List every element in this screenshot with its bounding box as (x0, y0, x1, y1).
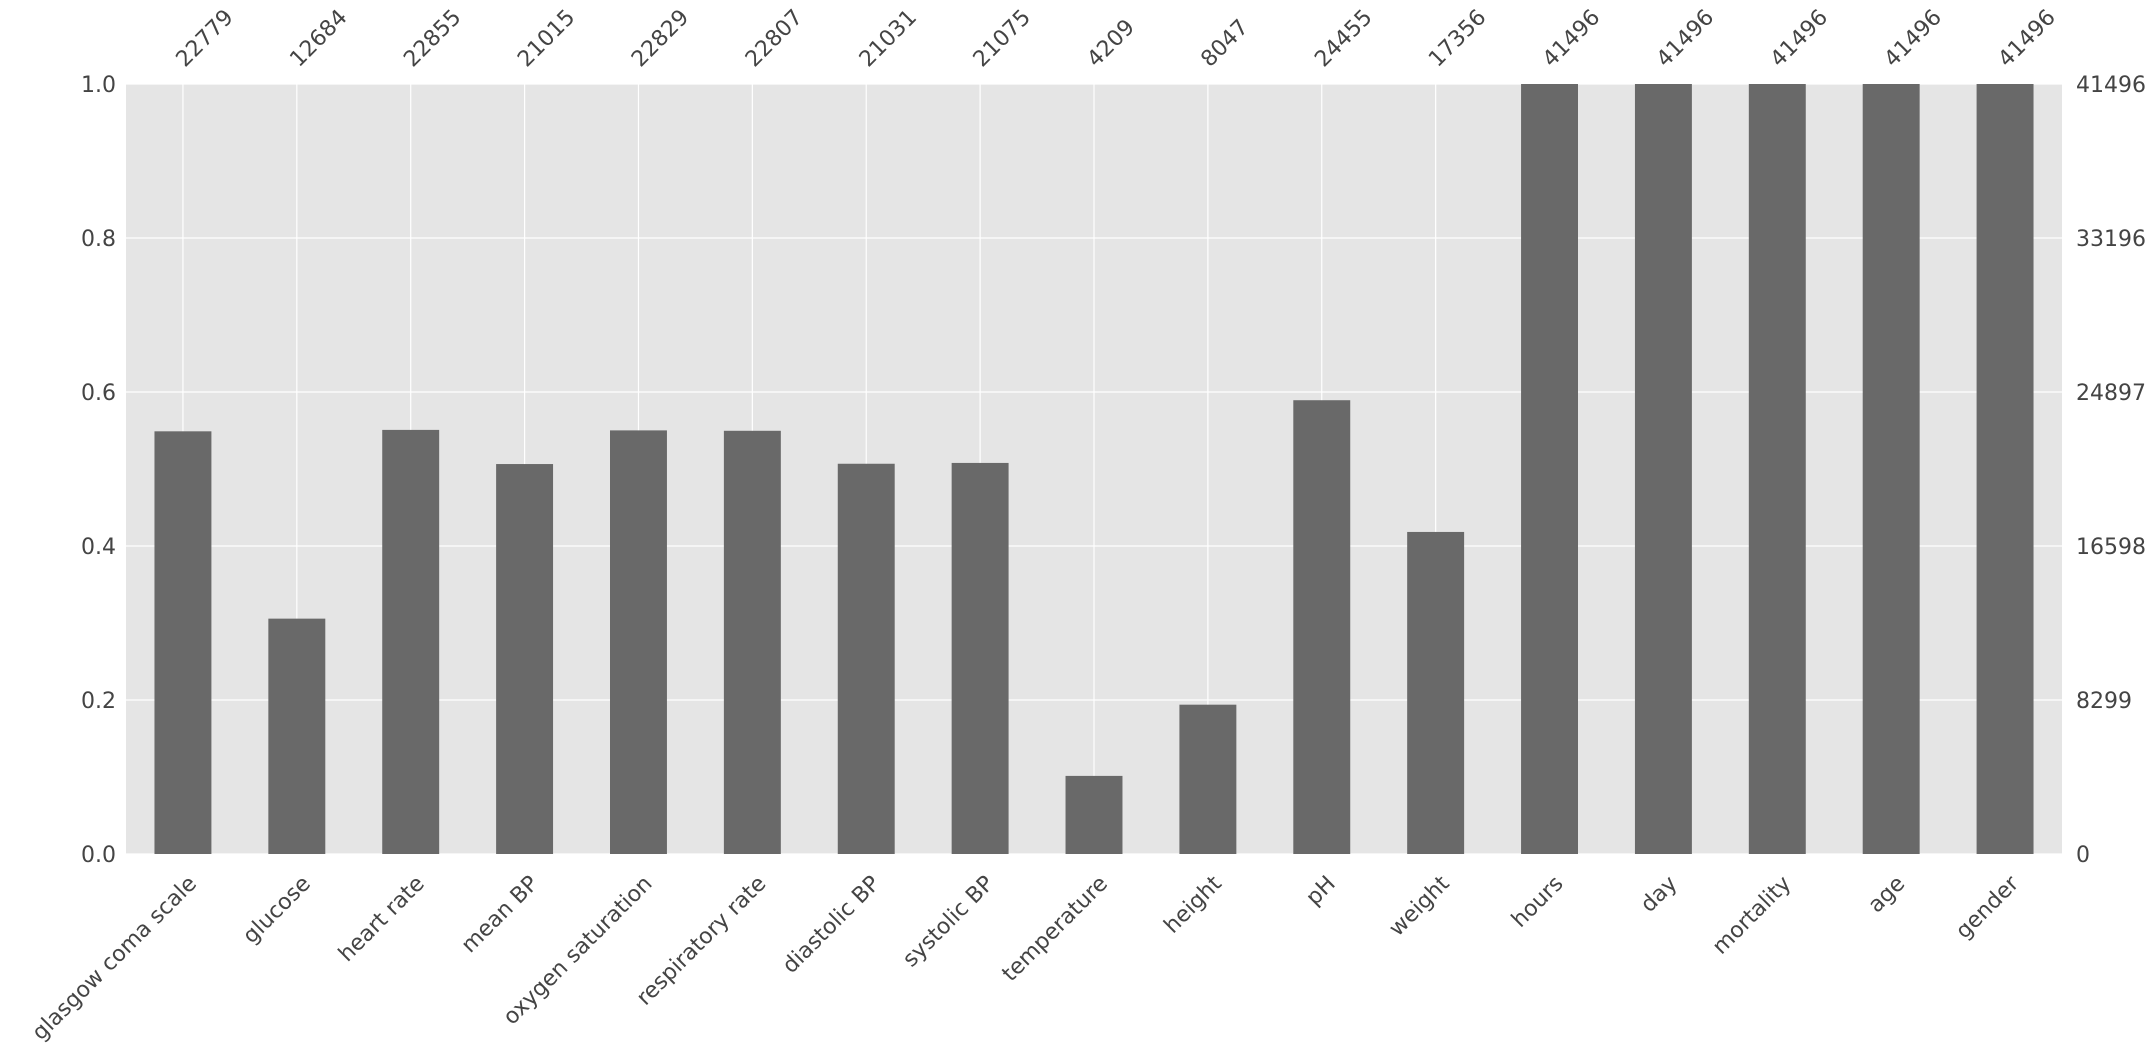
bar (1976, 84, 2034, 854)
x-axis-labels: glasgow coma scale glucose heart rate mean … (28, 871, 2025, 1046)
right-tick-label: 16598 (2076, 535, 2146, 560)
count-label: 41496 (1538, 5, 1605, 72)
count-label: 21015 (513, 5, 580, 72)
category-label: age (1864, 871, 1911, 918)
bar (1293, 400, 1351, 854)
count-label: 41496 (1880, 5, 1947, 72)
bars (154, 84, 2034, 854)
count-label: 22807 (741, 5, 808, 72)
left-axis: 0.0 0.2 0.4 0.6 0.8 1.0 (81, 73, 116, 868)
count-label: 41496 (1994, 5, 2061, 72)
left-tick-label: 0.0 (81, 843, 116, 868)
count-label: 8047 (1196, 15, 1253, 72)
right-tick-label: 0 (2076, 843, 2090, 868)
category-label: diastolic BP (778, 871, 885, 978)
category-label: glucose (238, 871, 315, 948)
category-label: day (1636, 871, 1682, 917)
bar (382, 429, 440, 854)
category-label: pH (1302, 871, 1341, 910)
bar (1634, 84, 1692, 854)
right-axis: 0 8299 16598 24897 33196 41496 (2076, 73, 2146, 868)
bar (1179, 704, 1237, 854)
right-tick-label: 33196 (2076, 227, 2146, 252)
category-label: mortality (1708, 871, 1796, 959)
bar (1521, 84, 1578, 854)
count-label: 21075 (969, 5, 1036, 72)
right-tick-label: 24897 (2076, 381, 2146, 406)
bar (1065, 775, 1123, 854)
count-label: 4209 (1083, 15, 1140, 72)
category-label: heart rate (334, 871, 430, 967)
right-tick-label: 8299 (2076, 689, 2132, 714)
right-tick-label: 41496 (2076, 73, 2146, 98)
count-label: 41496 (1766, 5, 1833, 72)
category-label: hours (1507, 871, 1568, 932)
count-label: 17356 (1424, 5, 1491, 72)
category-label: height (1160, 871, 1228, 939)
left-tick-label: 1.0 (81, 73, 116, 98)
left-tick-label: 0.8 (81, 227, 116, 252)
bar (951, 462, 1009, 854)
bar (1748, 84, 1806, 854)
bar (154, 431, 212, 854)
count-label: 21031 (855, 5, 922, 72)
category-label: temperature (998, 871, 1113, 986)
count-label: 22829 (627, 5, 694, 72)
count-label: 22855 (399, 5, 466, 72)
bar (1862, 84, 1920, 854)
bar (837, 463, 895, 854)
category-label: gender (1951, 871, 2024, 944)
category-label: systolic BP (898, 871, 999, 972)
left-tick-label: 0.2 (81, 689, 116, 714)
left-tick-label: 0.4 (81, 535, 116, 560)
count-label: 12684 (285, 5, 352, 72)
bar (723, 430, 781, 854)
bar (610, 430, 667, 854)
bar (1407, 531, 1465, 854)
category-label: glasgow coma scale (28, 871, 202, 1045)
category-label: mean BP (457, 871, 544, 958)
category-label: weight (1385, 871, 1455, 941)
count-label: 22779 (172, 5, 239, 72)
left-tick-label: 0.6 (81, 381, 116, 406)
bar (268, 618, 326, 854)
count-label: 24455 (1310, 5, 1377, 72)
bar (496, 464, 554, 854)
count-label: 41496 (1652, 5, 1719, 72)
top-count-labels: 22779 12684 22855 21015 22829 22807 21031 21075… (172, 5, 2061, 72)
